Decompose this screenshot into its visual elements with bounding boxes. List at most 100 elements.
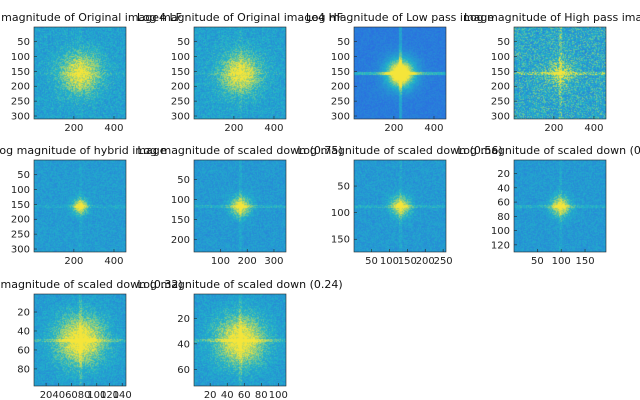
- y-tick-label: 100: [11, 52, 30, 63]
- subplot-6: Log magnitude of scaled down (0.75) 100 20…: [137, 144, 342, 267]
- subplot-title: Log magnitude of scaled down (0.32): [0, 278, 183, 291]
- log-magnitude-heatmap: [514, 27, 606, 119]
- axes-frame: [513, 26, 607, 120]
- y-tick-label: 250: [491, 97, 510, 108]
- subplot-1: Log magnitude of Original image4 LF 200 40…: [0, 11, 182, 134]
- y-tick-label: 50: [17, 170, 30, 181]
- x-tick-label: 80: [78, 390, 91, 400]
- y-tick-label: 60: [177, 365, 190, 376]
- y-tick-label: 200: [331, 82, 350, 93]
- x-tick-label: 100: [211, 256, 230, 267]
- x-tick-label: 40: [52, 390, 65, 400]
- y-tick-label: 50: [177, 37, 190, 48]
- y-tick-label: 100: [171, 195, 190, 206]
- y-tick-label: 100: [11, 185, 30, 196]
- x-tick-label: 400: [584, 123, 603, 134]
- x-tick-label: 80: [255, 390, 268, 400]
- x-tick-label: 200: [384, 123, 403, 134]
- y-tick-label: 150: [171, 215, 190, 226]
- log-magnitude-heatmap: [34, 160, 126, 252]
- y-tick-label: 100: [491, 226, 510, 237]
- log-magnitude-heatmap: [34, 294, 126, 386]
- axes-frame: [193, 159, 287, 253]
- y-tick-label: 200: [11, 82, 30, 93]
- x-tick-label: 300: [264, 256, 283, 267]
- axes-frame: [33, 159, 127, 253]
- log-magnitude-heatmap: [194, 27, 286, 119]
- y-tick-label: 50: [177, 175, 190, 186]
- y-tick-label: 200: [11, 215, 30, 226]
- subplot-title: Log magnitude of hybrid image: [0, 144, 167, 157]
- x-tick-label: 120: [100, 390, 119, 400]
- y-tick-label: 20: [177, 314, 190, 325]
- y-tick-label: 60: [17, 345, 30, 356]
- x-tick-label: 100: [552, 256, 571, 267]
- y-tick-label: 250: [331, 97, 350, 108]
- y-tick-label: 50: [497, 37, 510, 48]
- y-tick-label: 150: [11, 67, 30, 78]
- log-magnitude-heatmap: [194, 294, 286, 386]
- y-tick-label: 100: [171, 52, 190, 63]
- x-tick-label: 50: [365, 256, 378, 267]
- y-tick-label: 40: [497, 183, 510, 194]
- y-tick-label: 150: [331, 235, 350, 246]
- y-tick-label: 20: [497, 169, 510, 180]
- y-tick-label: 50: [337, 37, 350, 48]
- y-tick-label: 60: [497, 198, 510, 209]
- x-tick-label: 150: [575, 256, 594, 267]
- y-tick-label: 40: [177, 339, 190, 350]
- x-tick-label: 50: [531, 256, 544, 267]
- subplot-title: Log magnitude of scaled down (0.42): [457, 144, 640, 157]
- x-tick-label: 200: [238, 256, 257, 267]
- y-tick-label: 120: [491, 240, 510, 251]
- subplot-title: Log magnitude of scaled down (0.75): [137, 144, 342, 157]
- x-tick-label: 20: [204, 390, 217, 400]
- x-tick-label: 140: [113, 390, 132, 400]
- log-magnitude-heatmap: [354, 160, 446, 252]
- subplot-9: Log magnitude of scaled down (0.32)20406…: [0, 278, 183, 400]
- subplot-5: Log magnitude of hybrid image 200 400 50 100…: [0, 144, 167, 267]
- y-tick-label: 300: [11, 112, 30, 123]
- log-magnitude-heatmap: [514, 160, 606, 252]
- x-tick-label: 60: [65, 390, 78, 400]
- y-tick-label: 100: [491, 52, 510, 63]
- x-tick-label: 40: [221, 390, 234, 400]
- y-tick-label: 300: [491, 112, 510, 123]
- y-tick-label: 80: [17, 364, 30, 375]
- x-tick-label: 60: [238, 390, 251, 400]
- x-tick-label: 250: [434, 256, 453, 267]
- y-tick-label: 150: [11, 200, 30, 211]
- x-tick-label: 400: [264, 123, 283, 134]
- y-tick-label: 250: [171, 97, 190, 108]
- y-tick-label: 20: [17, 308, 30, 319]
- y-tick-label: 150: [171, 67, 190, 78]
- y-tick-label: 200: [171, 235, 190, 246]
- y-tick-label: 40: [17, 326, 30, 337]
- axes-frame: [33, 26, 127, 120]
- y-tick-label: 80: [497, 212, 510, 223]
- log-magnitude-heatmap: [34, 27, 126, 119]
- y-tick-label: 200: [171, 82, 190, 93]
- axes-frame: [193, 293, 287, 387]
- axes-frame: [353, 26, 447, 120]
- x-tick-label: 200: [544, 123, 563, 134]
- subplot-2: Log magnitude of Original image4 HF 200 40…: [137, 11, 343, 134]
- y-tick-label: 150: [331, 67, 350, 78]
- y-tick-label: 150: [491, 67, 510, 78]
- x-tick-label: 200: [224, 123, 243, 134]
- axes-frame: [193, 26, 287, 120]
- y-tick-label: 200: [491, 82, 510, 93]
- y-tick-label: 50: [337, 182, 350, 193]
- subplot-3: Log magnitude of Low pass image 200 400 50 1…: [306, 11, 495, 134]
- log-magnitude-heatmap: [354, 27, 446, 119]
- x-tick-label: 400: [104, 256, 123, 267]
- subplot-7: Log magnitude of scaled down (0.56)50 100…: [297, 144, 502, 267]
- subplot-title: Log magnitude of Original image4 LF: [0, 11, 182, 24]
- axes-frame: [33, 293, 127, 387]
- x-tick-label: 200: [64, 256, 83, 267]
- subplot-10: Log magnitude of scaled down (0.24) 20 40 6…: [137, 278, 342, 400]
- x-tick-label: 100: [380, 256, 399, 267]
- subplot-title: Log magnitude of scaled down (0.56): [297, 144, 502, 157]
- log-magnitude-heatmap: [194, 160, 286, 252]
- y-tick-label: 250: [11, 97, 30, 108]
